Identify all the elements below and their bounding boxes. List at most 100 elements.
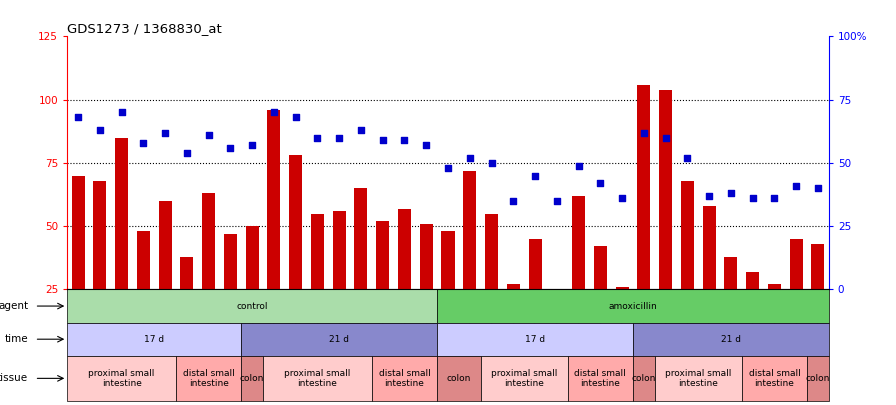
Point: [202, 132, 216, 139]
Point: [71, 114, 85, 121]
Point: [485, 160, 499, 166]
Text: control: control: [237, 302, 268, 311]
Text: GDS1273 / 1368830_at: GDS1273 / 1368830_at: [67, 22, 222, 35]
Point: [745, 195, 760, 202]
Point: [136, 139, 151, 146]
Bar: [289, 156, 302, 290]
Point: [549, 198, 564, 204]
Point: [702, 193, 716, 199]
Bar: [372, 356, 437, 401]
Bar: [702, 206, 716, 290]
Text: distal small
intestine: distal small intestine: [183, 369, 235, 388]
Bar: [550, 290, 564, 292]
Bar: [246, 226, 259, 290]
Bar: [267, 110, 280, 290]
Bar: [655, 356, 742, 401]
Bar: [263, 356, 372, 401]
Bar: [437, 290, 829, 323]
Point: [310, 134, 324, 141]
Point: [332, 134, 347, 141]
Text: 21 d: 21 d: [721, 335, 741, 344]
Bar: [659, 90, 672, 290]
Bar: [463, 171, 477, 290]
Text: distal small
intestine: distal small intestine: [379, 369, 430, 388]
Bar: [437, 356, 480, 401]
Bar: [485, 213, 498, 290]
Bar: [241, 323, 437, 356]
Bar: [637, 85, 650, 290]
Point: [115, 109, 129, 115]
Bar: [812, 244, 824, 290]
Bar: [572, 196, 585, 290]
Text: colon: colon: [447, 374, 471, 383]
Text: agent: agent: [0, 301, 28, 311]
Point: [180, 149, 194, 156]
Point: [724, 190, 738, 196]
Text: distal small
intestine: distal small intestine: [748, 369, 800, 388]
Point: [158, 129, 172, 136]
Point: [441, 165, 455, 171]
Bar: [137, 231, 150, 290]
Bar: [67, 356, 176, 401]
Bar: [115, 138, 128, 290]
Bar: [67, 323, 241, 356]
Bar: [529, 239, 541, 290]
Bar: [355, 188, 367, 290]
Bar: [789, 239, 803, 290]
Bar: [768, 284, 781, 290]
Point: [593, 180, 607, 186]
Bar: [442, 231, 454, 290]
Text: colon: colon: [806, 374, 830, 383]
Text: proximal small
intestine: proximal small intestine: [491, 369, 557, 388]
Bar: [633, 356, 655, 401]
Point: [462, 155, 477, 161]
Point: [397, 137, 411, 143]
Point: [637, 129, 651, 136]
Text: 17 d: 17 d: [144, 335, 164, 344]
Bar: [594, 247, 607, 290]
Point: [767, 195, 781, 202]
Bar: [72, 176, 84, 290]
Bar: [568, 356, 633, 401]
Text: proximal small
intestine: proximal small intestine: [284, 369, 350, 388]
Point: [92, 127, 107, 133]
Bar: [724, 257, 737, 290]
Bar: [437, 323, 633, 356]
Bar: [202, 193, 215, 290]
Point: [506, 198, 521, 204]
Text: amoxicillin: amoxicillin: [608, 302, 658, 311]
Text: tissue: tissue: [0, 373, 28, 384]
Bar: [224, 234, 237, 290]
Bar: [376, 221, 389, 290]
Text: proximal small
intestine: proximal small intestine: [89, 369, 155, 388]
Bar: [742, 356, 807, 401]
Bar: [176, 356, 241, 401]
Bar: [419, 224, 433, 290]
Text: time: time: [4, 334, 28, 344]
Bar: [332, 211, 346, 290]
Text: colon: colon: [240, 374, 264, 383]
Bar: [241, 356, 263, 401]
Point: [245, 142, 259, 149]
Bar: [807, 356, 829, 401]
Point: [223, 145, 237, 151]
Point: [267, 109, 281, 115]
Bar: [67, 290, 437, 323]
Point: [680, 155, 694, 161]
Text: 17 d: 17 d: [525, 335, 545, 344]
Point: [572, 162, 586, 169]
Bar: [681, 181, 694, 290]
Text: proximal small
intestine: proximal small intestine: [665, 369, 731, 388]
Bar: [746, 272, 759, 290]
Point: [289, 114, 303, 121]
Bar: [180, 257, 194, 290]
Point: [354, 127, 368, 133]
Point: [659, 134, 673, 141]
Bar: [633, 323, 829, 356]
Point: [375, 137, 390, 143]
Text: 21 d: 21 d: [329, 335, 349, 344]
Bar: [507, 284, 520, 290]
Bar: [311, 213, 324, 290]
Bar: [159, 201, 172, 290]
Bar: [398, 209, 411, 290]
